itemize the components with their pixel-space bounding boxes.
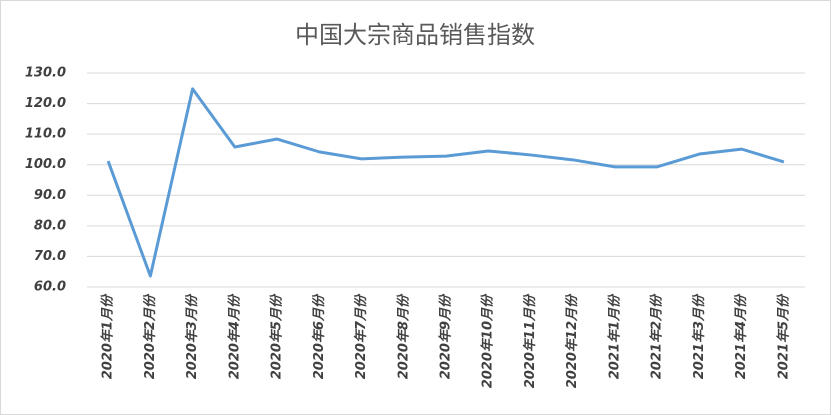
x-tick-label: 2020年3月份 [184, 293, 200, 379]
y-tick-label: 80.0 [34, 218, 66, 233]
y-tick-label: 120.0 [25, 96, 66, 111]
y-tick-label: 110.0 [25, 127, 66, 142]
x-tick-label: 2020年2月份 [142, 293, 158, 379]
x-tick-label: 2020年8月份 [395, 293, 411, 379]
x-tick-label: 2020年6月份 [311, 293, 327, 379]
x-tick-label: 2021年2月份 [649, 293, 665, 379]
line [106, 87, 785, 278]
x-tick-label: 2020年12月份 [564, 293, 580, 388]
x-tick-label: 2021年5月份 [775, 293, 791, 379]
x-tick-label: 2020年10月份 [480, 293, 496, 388]
y-tick-label: 90.0 [34, 188, 66, 203]
x-tick-label: 2021年1月份 [606, 293, 622, 379]
y-tick-label: 130.0 [25, 66, 66, 81]
y-tick-label: 100.0 [25, 157, 66, 172]
x-tick-label: 2020年11月份 [522, 293, 538, 388]
x-tick-label: 2021年4月份 [733, 293, 749, 379]
y-tick-label: 70.0 [34, 249, 66, 264]
x-tick-label: 2020年1月份 [100, 293, 116, 379]
chart-title: 中国大宗商品销售指数 [295, 21, 535, 49]
x-tick-label: 2020年7月份 [353, 293, 369, 379]
y-tick-label: 60.0 [34, 280, 66, 295]
x-tick-label: 2020年5月份 [269, 293, 285, 379]
x-tick-label: 2021年3月份 [691, 293, 707, 379]
x-tick-label: 2020年4月份 [226, 293, 242, 379]
x-tick-label: 2020年9月份 [438, 293, 454, 379]
